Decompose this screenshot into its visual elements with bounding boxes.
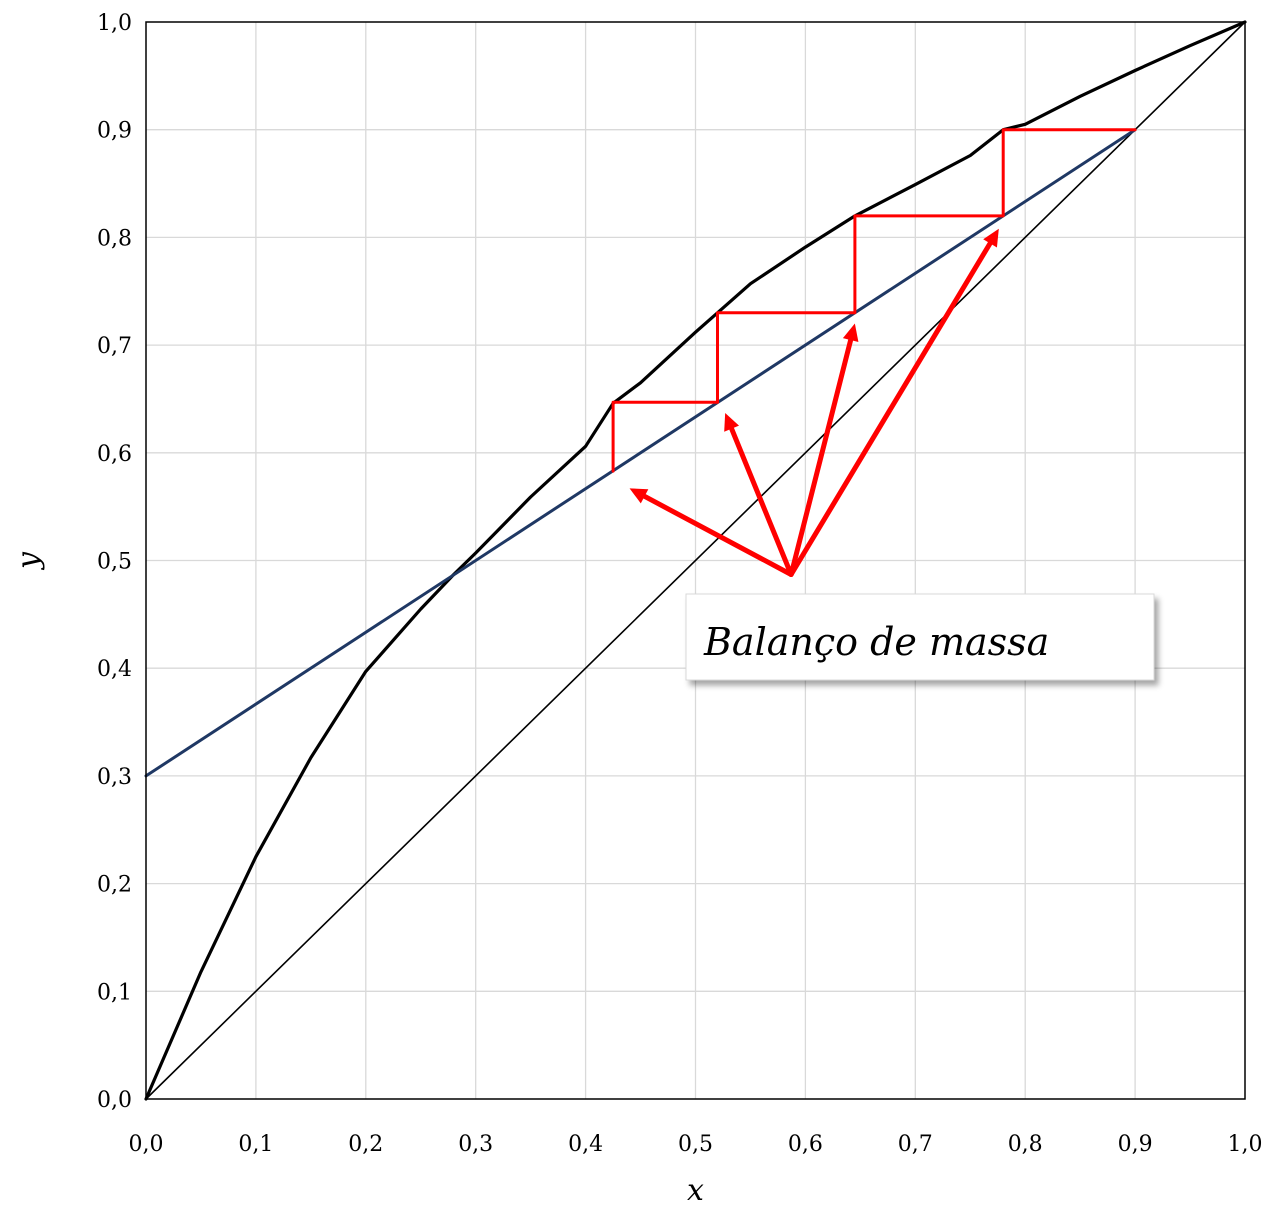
y-tick-label: 0,0: [97, 1088, 132, 1113]
stage-steps: [611, 128, 1137, 473]
annotation-box: [685, 593, 1155, 681]
y-tick-label: 0,6: [97, 442, 132, 467]
annotation-arrow-line: [788, 337, 854, 578]
annotation-arrow-line: [642, 493, 794, 578]
diagonal-line: [145, 21, 1246, 1100]
x-tick-label: 0,6: [788, 1132, 823, 1157]
y-tick-labels: 0,0 0,1 0,2 0,3 0,4 0,5 0,6 0,7 0,8 0,9 1,0: [97, 11, 132, 1113]
annotation-arrowhead: [983, 228, 999, 248]
x-tick-label: 0,0: [129, 1132, 164, 1157]
annotation-arrowhead: [842, 323, 859, 343]
x-tick-label: 0,2: [348, 1132, 383, 1157]
y-tick-label: 0,7: [97, 334, 132, 359]
y-tick-label: 0,2: [97, 873, 132, 898]
annotation: Balanço de massa: [629, 228, 1155, 681]
y-tick-label: 0,5: [97, 550, 132, 575]
y-tick-label: 0,3: [97, 765, 132, 790]
y-tick-label: 0,9: [97, 119, 132, 144]
annotation-arrow-line: [729, 426, 794, 578]
plot-area-border: [145, 21, 1246, 1100]
series-layer: [144, 20, 1247, 1101]
x-tick-label: 0,1: [238, 1132, 273, 1157]
operating-line: [144, 128, 1137, 778]
x-tick-label: 1,0: [1228, 1132, 1263, 1157]
equilibrium-curve: [144, 20, 1247, 1101]
annotation-text: Balanço de massa: [703, 620, 1049, 664]
x-tick-label: 0,7: [898, 1132, 933, 1157]
annotation-arrows: [629, 228, 999, 578]
y-tick-label: 0,8: [97, 226, 132, 251]
y-tick-label: 1,0: [97, 11, 132, 36]
x-tick-label: 0,9: [1118, 1132, 1153, 1157]
x-tick-label: 0,4: [568, 1132, 603, 1157]
x-tick-label: 0,3: [458, 1132, 493, 1157]
y-tick-label: 0,4: [97, 657, 132, 682]
x-tick-labels: 0,0 0,1 0,2 0,3 0,4 0,5 0,6 0,7 0,8 0,9 1,0: [129, 1132, 1263, 1157]
y-axis-title: y: [11, 551, 46, 571]
x-axis-title: x: [687, 1173, 704, 1208]
annotation-arrowhead: [629, 488, 649, 504]
annotation-arrow-line: [788, 240, 993, 578]
x-tick-label: 0,8: [1008, 1132, 1043, 1157]
annotation-arrowhead: [724, 412, 740, 432]
x-tick-label: 0,5: [678, 1132, 713, 1157]
y-tick-label: 0,1: [97, 980, 132, 1005]
